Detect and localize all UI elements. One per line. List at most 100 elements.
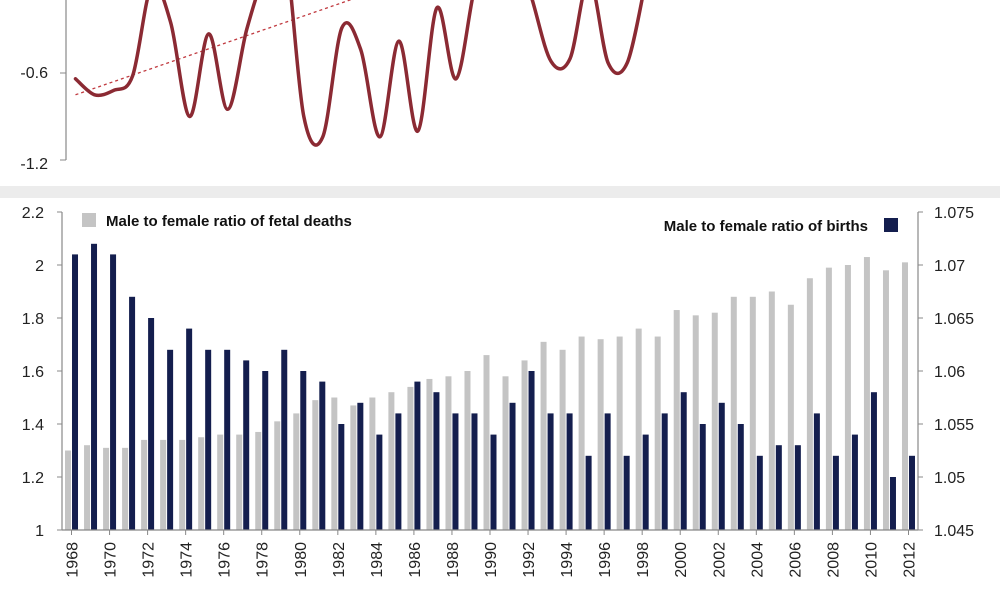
bar-fetal-deaths [844, 265, 851, 530]
left-tick-label: 1.4 [22, 417, 44, 434]
bar-births [604, 413, 611, 530]
bar-births [319, 381, 326, 530]
bar-births [338, 424, 345, 530]
bar-fetal-deaths [198, 437, 205, 530]
bar-fetal-deaths [825, 267, 832, 530]
legend: Male to female ratio of fetal deaths Mal… [82, 213, 898, 235]
bar-fetal-deaths [559, 349, 566, 530]
bar-fetal-deaths [369, 397, 376, 530]
bar-fetal-deaths [312, 400, 319, 530]
legend-label-births: Male to female ratio of births [664, 218, 868, 235]
bar-births [699, 424, 706, 530]
bar-fetal-deaths [141, 439, 148, 530]
bar-births [224, 349, 231, 530]
left-tick-label: 1.6 [22, 364, 44, 381]
bar-births [851, 434, 858, 530]
bar-births [566, 413, 573, 530]
legend-swatch-births [884, 218, 898, 232]
bar-births [186, 328, 193, 530]
x-tick-label: 2012 [901, 542, 918, 578]
x-tick-label: 1972 [141, 542, 158, 578]
bar-fetal-deaths [350, 405, 357, 530]
x-tick-label: 1996 [597, 542, 614, 578]
bar-births [832, 455, 839, 530]
x-tick-label: 1978 [255, 542, 272, 578]
bar-births [585, 455, 592, 530]
bar-fetal-deaths [217, 434, 224, 530]
x-tick-label: 1992 [521, 542, 538, 578]
bar-fetal-deaths [236, 434, 243, 530]
bar-births [509, 402, 516, 530]
bar-births [471, 413, 478, 530]
left-tick-label: 1.8 [22, 311, 44, 328]
bar-fetal-deaths [730, 296, 737, 530]
bar-births [281, 349, 288, 530]
x-tick-label: 1980 [293, 542, 310, 578]
bar-births [889, 477, 896, 530]
bar-fetal-deaths [331, 397, 338, 530]
left-axis: 1 1.2 1.4 1.6 1.8 2 2.2 [22, 205, 62, 540]
left-tick-label: 1 [35, 523, 44, 540]
bar-births [490, 434, 497, 530]
right-tick-label: 1.07 [934, 258, 965, 275]
bar-fetal-deaths [578, 336, 585, 530]
bar-fetal-deaths [787, 304, 794, 530]
bar-births [737, 424, 744, 530]
x-tick-label: 2002 [711, 542, 728, 578]
bar-fetal-deaths [103, 447, 110, 530]
bar-fetal-deaths [692, 315, 699, 530]
bar-births [205, 349, 212, 530]
bar-births [414, 381, 421, 530]
bar-fetal-deaths [863, 257, 870, 530]
bar-births [680, 392, 687, 530]
bar-births [167, 349, 174, 530]
x-tick-label: 1986 [407, 542, 424, 578]
bar-fetal-deaths [654, 336, 661, 530]
bar-fetal-deaths [901, 262, 908, 530]
bar-births [72, 254, 79, 530]
x-tick-label: 2000 [673, 542, 690, 578]
bar-births [433, 392, 440, 530]
bar-births [775, 445, 782, 530]
bar-births [528, 371, 535, 530]
legend-swatch-fetal [82, 213, 96, 227]
x-tick-label: 1998 [635, 542, 652, 578]
bar-births [756, 455, 763, 530]
right-axis: 1.045 1.05 1.055 1.06 1.065 1.07 1.075 [918, 205, 974, 540]
x-tick-label: 1984 [369, 542, 386, 578]
data-curve [73, 0, 644, 147]
bar-births [148, 318, 155, 530]
bar-births [395, 413, 402, 530]
bar-births [794, 445, 801, 530]
bar-fetal-deaths [806, 278, 813, 530]
bar-fetal-deaths [597, 339, 604, 530]
x-tick-label: 1988 [445, 542, 462, 578]
bar-births [91, 243, 98, 531]
bar-series [65, 243, 915, 531]
bar-births [718, 402, 725, 530]
bar-fetal-deaths [521, 360, 528, 530]
x-tick-label: 1968 [65, 542, 82, 578]
bar-births [623, 455, 630, 530]
bar-births [870, 392, 877, 530]
top-panel-background [0, 0, 1000, 186]
x-tick-label: 2008 [825, 542, 842, 578]
bar-births [642, 434, 649, 530]
bar-births [376, 434, 383, 530]
legend-label-fetal: Male to female ratio of fetal deaths [106, 213, 352, 230]
bar-fetal-deaths [122, 447, 129, 530]
x-tick-label: 1990 [483, 542, 500, 578]
line-chart: -0.6 -1.2 [20, 0, 644, 173]
bar-fetal-deaths [635, 328, 642, 530]
bar-fetal-deaths [445, 376, 452, 530]
x-tick-label: 1974 [179, 542, 196, 578]
left-tick-label: 2.2 [22, 205, 44, 222]
line-y-tick-label: -0.6 [20, 65, 48, 82]
right-tick-label: 1.05 [934, 470, 965, 487]
x-tick-label: 1976 [217, 542, 234, 578]
bar-fetal-deaths [768, 291, 775, 530]
x-axis: 1968 1970 1972 1974 1976 1978 1980 1982 1984 1986… [65, 530, 918, 578]
bar-fetal-deaths [179, 439, 186, 530]
bar-births [262, 371, 269, 530]
